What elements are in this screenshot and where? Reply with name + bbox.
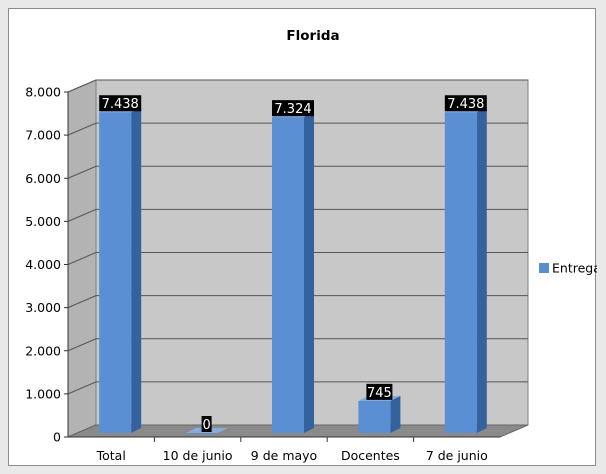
data-label: 7.324 xyxy=(274,102,311,117)
legend-label: Entregas xyxy=(552,261,597,276)
gridline xyxy=(67,165,528,179)
data-label-bg xyxy=(272,100,314,117)
data-label: 0 xyxy=(202,418,210,433)
bar[interactable] xyxy=(185,433,218,434)
data-label: 745 xyxy=(367,386,392,401)
bar-side xyxy=(304,112,314,433)
x-tick-label: Total xyxy=(96,448,126,463)
data-label-bg xyxy=(201,416,212,432)
x-tick-label: Docentes xyxy=(341,448,400,463)
legend-swatch xyxy=(539,263,549,273)
chart-frame: Florida 0 1.000 2.000 3.000 4.000 5.000 6.000 7… xyxy=(8,8,597,466)
chart-title: Florida xyxy=(286,28,339,44)
y-tick-label: 1.000 xyxy=(25,386,61,401)
y-tick-label: 7.000 xyxy=(25,128,61,143)
bar-side xyxy=(131,107,142,433)
gridline xyxy=(67,79,528,93)
data-label-bg xyxy=(444,95,487,112)
chart-svg: Florida 0 1.000 2.000 3.000 4.000 5.000 6.000 7… xyxy=(25,28,597,463)
gridline xyxy=(67,381,528,395)
y-tick-label: 8.000 xyxy=(25,85,61,100)
bar-side xyxy=(476,107,487,433)
gridline xyxy=(67,252,528,265)
y-tick-label: 4.000 xyxy=(25,257,61,272)
gridline xyxy=(67,338,528,352)
data-label-bg xyxy=(99,95,142,112)
data-label: 7.438 xyxy=(102,97,139,112)
y-tick-label: 6.000 xyxy=(25,171,61,186)
gridline xyxy=(67,122,528,136)
data-label: 7.438 xyxy=(447,97,484,112)
y-tick-label: 5.000 xyxy=(25,214,61,229)
bar[interactable] xyxy=(99,112,132,433)
y-tick-label: 0 xyxy=(53,430,61,445)
gridline xyxy=(67,295,528,309)
x-tick-label: 7 de junio xyxy=(426,448,488,463)
data-label-bg xyxy=(366,383,393,400)
y-tick-label: 3.000 xyxy=(25,300,61,315)
y-tick-label: 2.000 xyxy=(25,343,61,358)
gridline xyxy=(67,208,528,222)
x-tick-label: 10 de junio xyxy=(163,448,233,463)
bar-side xyxy=(390,395,401,433)
x-tick-label: 9 de mayo xyxy=(251,448,317,463)
bar[interactable] xyxy=(444,112,477,433)
bar[interactable] xyxy=(272,117,304,433)
bar[interactable] xyxy=(358,400,391,433)
